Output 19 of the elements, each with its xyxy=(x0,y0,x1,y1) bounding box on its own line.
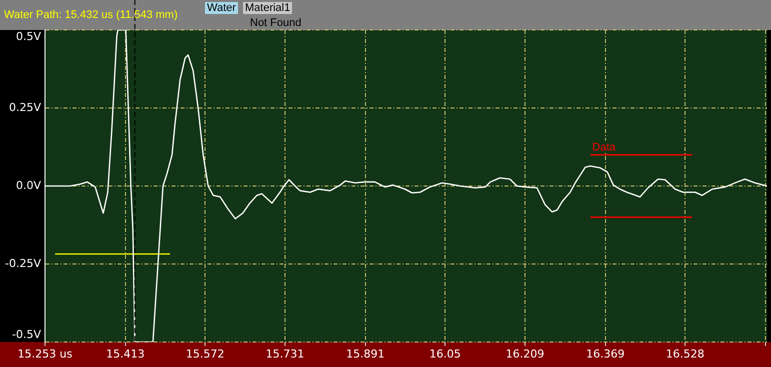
series-label: Data xyxy=(592,141,616,154)
x-tick-label: 15.413 xyxy=(106,347,145,360)
y-tick-label: 0.5V xyxy=(16,30,42,43)
x-tick-label: 15.891 xyxy=(346,347,385,360)
x-tick-label: 16.369 xyxy=(586,347,625,360)
x-tick-label: 16.209 xyxy=(506,347,544,360)
chart-title: Water Path: 15.432 us (11.543 mm) xyxy=(4,9,178,21)
text: Not Found xyxy=(249,17,302,29)
x-tick-label: 15.731 xyxy=(266,347,304,360)
text: Material1 xyxy=(243,2,292,14)
y-tick-label: 0.25V xyxy=(8,100,42,114)
x-tick-label: 16.528 xyxy=(666,347,704,360)
text: Water xyxy=(205,2,238,14)
x-tick-label: 16.05 xyxy=(429,347,461,360)
y-tick-label: -0.5V xyxy=(12,328,42,341)
x-tick-label: 15.253 us xyxy=(18,347,73,360)
y-tick-label: 0.0V xyxy=(16,178,42,192)
x-tick-label: 15.572 xyxy=(186,347,224,360)
y-tick-label: -0.25V xyxy=(5,256,42,270)
